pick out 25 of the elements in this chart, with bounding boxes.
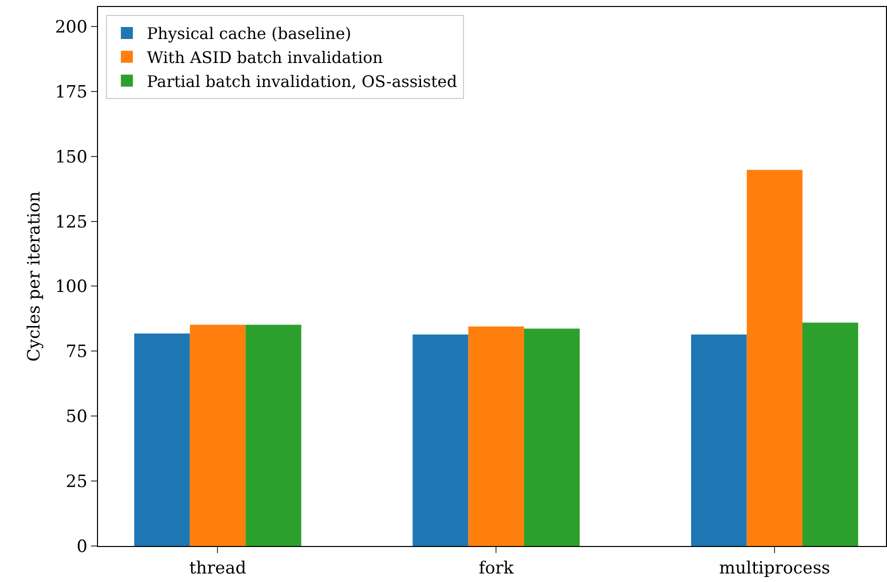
y-tick-label: 200 (54, 17, 88, 38)
y-tick-label: 100 (54, 277, 88, 298)
x-tick-label: thread (189, 558, 246, 579)
bar (746, 170, 802, 546)
y-axis-title: Cycles per iteration (24, 191, 45, 362)
y-tick-label: 25 (66, 472, 88, 492)
bar (134, 334, 190, 546)
legend-label: Physical cache (baseline) (146, 24, 352, 44)
bar (190, 324, 246, 546)
y-tick-label: 75 (66, 342, 88, 362)
x-tick-label: multiprocess (719, 558, 830, 579)
y-tick-label: 175 (54, 82, 88, 102)
y-tick-label: 0 (76, 536, 88, 557)
y-tick-label: 50 (66, 407, 88, 428)
bar (468, 326, 524, 546)
bar (412, 334, 468, 546)
x-tick-label: fork (478, 558, 514, 579)
y-tick-label: 125 (54, 212, 88, 232)
bar (802, 322, 858, 546)
bar (691, 334, 747, 546)
y-tick-label: 150 (54, 147, 88, 168)
bar (524, 328, 580, 546)
bar (246, 324, 302, 546)
legend-label: With ASID batch invalidation (146, 48, 383, 68)
legend-label: Partial batch invalidation, OS-assisted (146, 72, 458, 91)
